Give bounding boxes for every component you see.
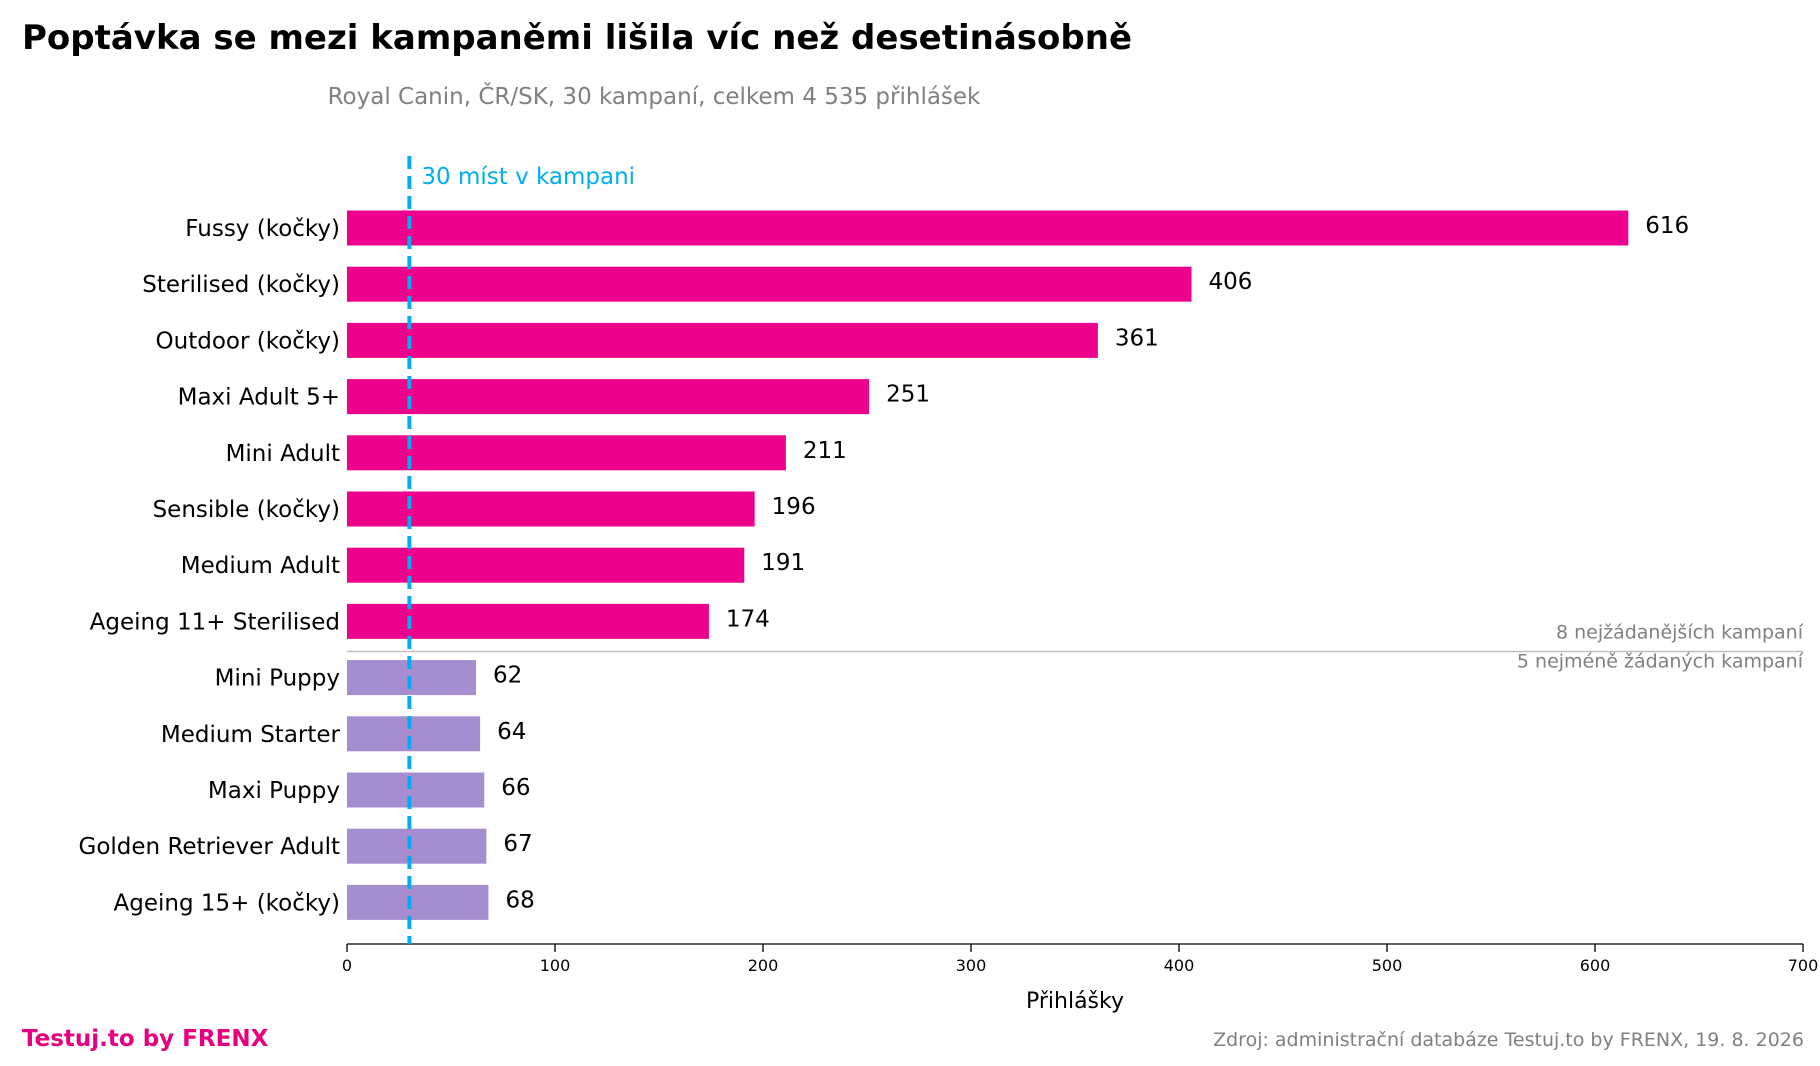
category-labels-layer: Fussy (kočky) Sterilised (kočky) Outdoor (… bbox=[79, 216, 341, 916]
category-label: Medium Starter bbox=[161, 722, 341, 748]
bar bbox=[347, 603, 709, 639]
category-label: Sensible (kočky) bbox=[153, 497, 340, 523]
bar bbox=[347, 660, 476, 696]
bar bbox=[347, 547, 745, 583]
x-tick-label: 100 bbox=[540, 956, 571, 975]
x-tick-label: 500 bbox=[1372, 956, 1403, 975]
value-label: 62 bbox=[493, 663, 522, 689]
bar bbox=[347, 828, 487, 864]
x-tick-label: 300 bbox=[956, 956, 987, 975]
value-label: 174 bbox=[726, 606, 770, 632]
value-label: 211 bbox=[803, 438, 847, 464]
value-label: 66 bbox=[501, 775, 530, 801]
bar bbox=[347, 491, 755, 527]
source-note: Zdroj: administrační databáze Testuj.to … bbox=[1213, 1029, 1804, 1051]
category-label: Maxi Puppy bbox=[208, 778, 340, 804]
value-labels-layer: 616 406 361 251 211 196 191 174 62 64 66 67 68 bbox=[493, 213, 1689, 913]
bar bbox=[347, 772, 485, 808]
x-axis-title: Přihlášky bbox=[1026, 989, 1124, 1014]
value-label: 67 bbox=[503, 831, 532, 857]
bar bbox=[347, 266, 1192, 302]
bars-layer bbox=[347, 210, 1629, 920]
bar bbox=[347, 322, 1098, 358]
category-label: Maxi Adult 5+ bbox=[178, 385, 340, 411]
value-label: 361 bbox=[1115, 325, 1159, 351]
brand-logo-text: Testuj.to by FRENX bbox=[22, 1026, 269, 1052]
value-label: 406 bbox=[1208, 269, 1252, 295]
value-label: 64 bbox=[497, 719, 526, 745]
value-label: 68 bbox=[505, 887, 534, 913]
bar bbox=[347, 379, 870, 415]
category-label: Fussy (kočky) bbox=[185, 216, 340, 242]
value-label: 196 bbox=[772, 494, 816, 520]
category-label: Ageing 11+ Sterilised bbox=[90, 609, 340, 635]
category-label: Sterilised (kočky) bbox=[142, 272, 340, 298]
x-tick-label: 600 bbox=[1580, 956, 1611, 975]
category-label: Golden Retriever Adult bbox=[79, 834, 340, 860]
category-label: Medium Adult bbox=[181, 553, 340, 579]
x-axis: 0 100 200 300 400 500 600 700 Přihlášky bbox=[342, 943, 1819, 1014]
chart-subtitle: Royal Canin, ČR/SK, 30 kampaní, celkem 4… bbox=[327, 84, 981, 110]
value-label: 191 bbox=[761, 550, 805, 576]
bar bbox=[347, 716, 481, 752]
group-label-top: 8 nejžádanějších kampaní bbox=[1556, 622, 1804, 644]
reference-line-label: 30 míst v kampani bbox=[421, 164, 635, 190]
x-tick-label: 200 bbox=[748, 956, 779, 975]
reference-layer: 30 míst v kampani bbox=[407, 156, 635, 944]
group-label-bottom: 5 nejméně žádaných kampaní bbox=[1517, 651, 1804, 673]
bar bbox=[347, 435, 786, 471]
value-label: 251 bbox=[886, 382, 930, 408]
value-label: 616 bbox=[1645, 213, 1689, 239]
chart-title: Poptávka se mezi kampaněmi lišila víc ne… bbox=[22, 18, 1132, 58]
x-tick-label: 700 bbox=[1788, 956, 1819, 975]
category-label: Mini Puppy bbox=[215, 666, 340, 692]
x-tick-label: 400 bbox=[1164, 956, 1195, 975]
bar bbox=[347, 210, 1629, 246]
bar bbox=[347, 884, 489, 920]
category-label: Mini Adult bbox=[226, 441, 340, 467]
x-tick-label: 0 bbox=[342, 956, 352, 975]
group-separator-layer: 8 nejžádanějších kampaní 5 nejméně žádaný… bbox=[347, 622, 1804, 673]
category-label: Outdoor (kočky) bbox=[156, 328, 340, 354]
category-label: Ageing 15+ (kočky) bbox=[114, 890, 341, 916]
